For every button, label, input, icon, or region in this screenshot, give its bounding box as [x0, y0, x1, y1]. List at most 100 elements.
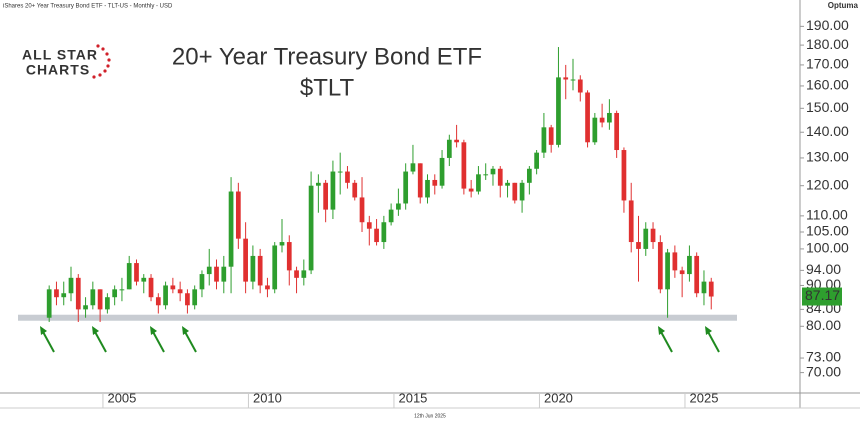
candle-body: [563, 77, 569, 80]
arrow-head: [150, 326, 157, 335]
candle-body: [701, 281, 707, 294]
candle-body: [388, 209, 394, 223]
candle-body: [526, 168, 532, 183]
candle-body: [665, 252, 670, 290]
last-price-label: 87.17: [805, 287, 840, 303]
logo: ALL STAR CHARTS: [22, 44, 111, 79]
arrow-head: [182, 326, 189, 335]
candle-body: [403, 171, 409, 204]
candle-body: [607, 112, 612, 123]
candle-body: [83, 305, 88, 310]
candle-body: [679, 270, 685, 275]
arrow-shaft: [706, 329, 720, 353]
footer-date: 12th Jun 2025: [414, 413, 446, 419]
brand: Optuma: [828, 1, 859, 10]
y-tick-label: 94.00: [806, 261, 841, 277]
candle-body: [519, 182, 525, 201]
arrow-head: [705, 326, 712, 335]
candle-body: [621, 150, 627, 201]
x-tick-label: 2015: [398, 390, 427, 405]
support-line: [18, 314, 737, 321]
candle-body: [170, 285, 176, 290]
candle-body: [505, 182, 510, 186]
candle-body: [90, 289, 96, 306]
candle-body: [446, 139, 452, 158]
candle-body: [650, 228, 656, 243]
candle-body: [570, 79, 576, 81]
candle-body: [301, 270, 307, 278]
candle-body: [396, 203, 401, 210]
arrow-shaft: [41, 329, 55, 353]
candle-body: [657, 242, 663, 290]
candle-body: [366, 222, 372, 229]
candle-body: [374, 228, 379, 243]
y-tick-label: 140.00: [806, 123, 849, 139]
chart-title: 20+ Year Treasury Bond ETF: [172, 43, 482, 70]
candle-body: [432, 179, 438, 186]
candle-body: [316, 182, 321, 186]
candle-body: [228, 191, 234, 267]
candle-body: [708, 281, 714, 297]
x-tick-label: 2005: [107, 390, 136, 405]
candle-body: [126, 263, 132, 290]
candle-body: [490, 168, 496, 175]
candle-body: [636, 242, 641, 249]
y-tick-label: 150.00: [806, 99, 849, 115]
arrow-shaft: [183, 329, 197, 353]
candle-body: [141, 277, 147, 282]
arrow-head: [40, 326, 47, 335]
y-tick-label: 160.00: [806, 77, 849, 93]
candle-body: [592, 117, 598, 143]
y-tick-label: 120.00: [806, 176, 849, 192]
candle-body: [643, 228, 649, 249]
candle-body: [461, 142, 467, 189]
candle-body: [257, 255, 263, 286]
candle-body: [155, 297, 161, 306]
candle-body: [599, 117, 605, 123]
y-tick-label: 80.00: [806, 317, 841, 333]
candle-body: [417, 163, 423, 198]
candle-body: [425, 179, 430, 198]
logo-top: ALL STAR: [22, 47, 98, 63]
candle-body: [468, 188, 474, 192]
candle-body: [279, 242, 285, 246]
candle-body: [272, 245, 278, 290]
x-tick-label: 2010: [253, 390, 282, 405]
candle-body: [185, 293, 190, 306]
logo-bottom: CHARTS: [26, 62, 90, 78]
candle-body: [148, 277, 154, 298]
y-tick-label: 190.00: [806, 17, 849, 33]
candle-body: [61, 293, 67, 298]
candle-body: [534, 152, 539, 169]
logo-stars: [92, 44, 111, 79]
candle-body: [330, 171, 336, 210]
y-tick-label: 110.00: [806, 207, 848, 223]
candle-body: [410, 163, 416, 172]
candle-body: [352, 182, 358, 198]
candle-body: [235, 191, 241, 239]
candle-body: [250, 255, 256, 282]
candle-body: [46, 289, 52, 318]
y-tick-label: 130.00: [806, 149, 849, 165]
candle-body: [439, 157, 445, 186]
arrow-shaft: [93, 329, 107, 353]
candle-body: [192, 289, 198, 306]
header: iShares 20+ Year Treasury Bond ETF - TLT…: [3, 4, 173, 10]
candle-body: [163, 285, 168, 306]
candle-body: [68, 277, 74, 294]
candle-body: [577, 79, 583, 93]
x-tick-label: 2025: [690, 390, 719, 405]
candle-body: [75, 277, 81, 310]
candle-body: [359, 197, 365, 223]
candle-body: [54, 289, 59, 298]
candle-body: [243, 238, 248, 282]
y-tick-label: 100.00: [806, 240, 849, 256]
candle-body: [541, 127, 547, 153]
candle-body: [345, 171, 350, 183]
candle-body: [134, 263, 139, 282]
candle-body: [308, 185, 314, 271]
last-price-box: [802, 287, 842, 306]
x-tick-label: 2020: [544, 390, 573, 405]
candle-body: [119, 289, 125, 291]
